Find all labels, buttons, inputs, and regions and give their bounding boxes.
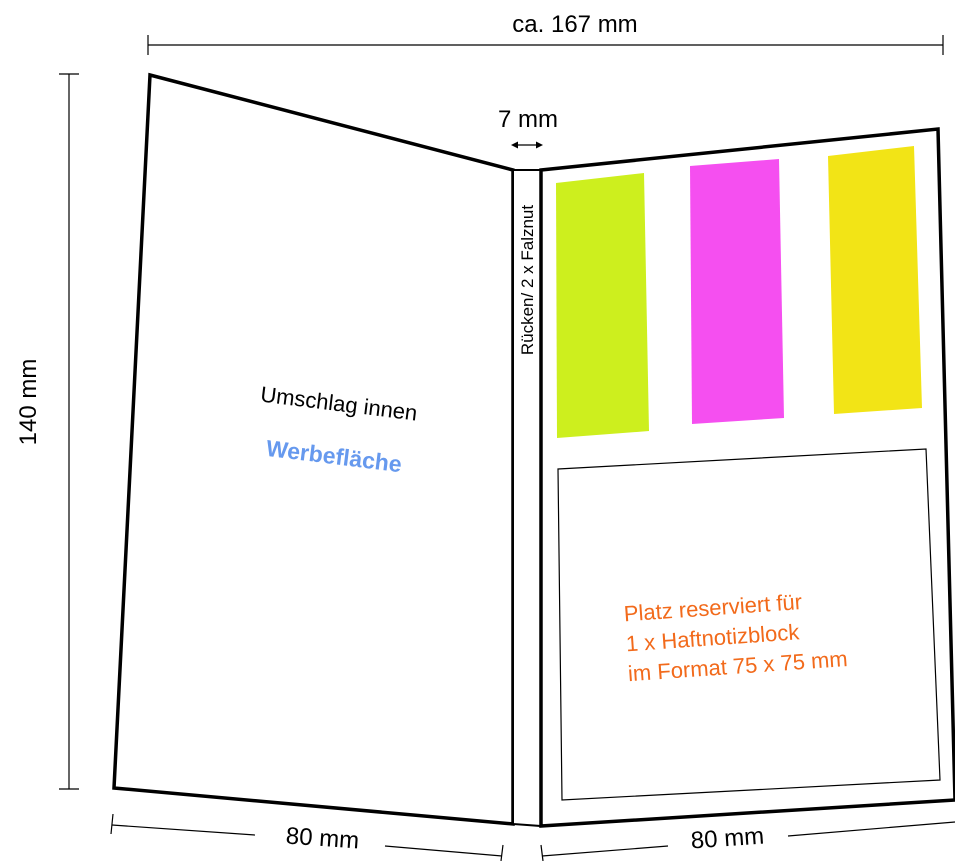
left-panel-width-dimension: 80 mm	[111, 814, 503, 861]
left-panel-width-label: 80 mm	[285, 822, 360, 854]
total-width-label: ca. 167 mm	[512, 11, 637, 38]
flag-strip-green	[556, 173, 649, 438]
right-panel-width-dimension: 80 mm	[541, 822, 955, 861]
total-width-dimension: ca. 167 mm	[148, 11, 943, 55]
spine-width-label: 7 mm	[498, 106, 558, 133]
flag-strip-yellow	[828, 146, 922, 414]
spine-label: Rücken/ 2 x Falznut	[518, 205, 537, 356]
height-dimension: 140 mm	[15, 74, 79, 789]
flag-strip-magenta	[690, 159, 784, 424]
spine-width-dimension: 7 mm	[498, 106, 558, 149]
height-label: 140 mm	[15, 359, 42, 446]
right-panel-width-label: 80 mm	[690, 822, 765, 854]
